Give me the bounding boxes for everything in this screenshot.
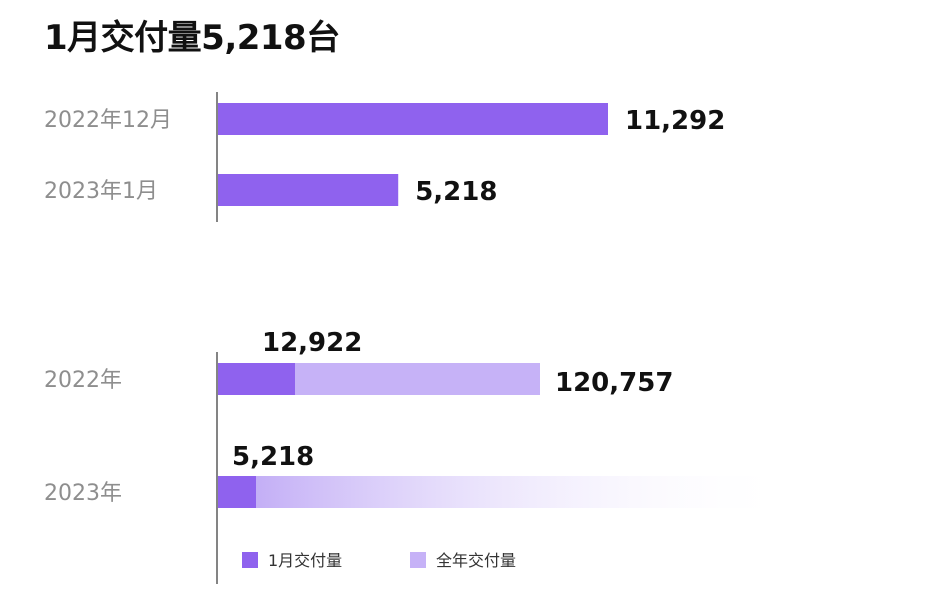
- legend-label-monthly: 1月交付量: [268, 551, 342, 570]
- bar-monthly-2022: [218, 363, 295, 395]
- legend-label-annual: 全年交付量: [436, 551, 516, 570]
- value-label-monthly-2022: 12,922: [262, 328, 362, 358]
- category-label: 2022年: [44, 368, 122, 393]
- value-label: 5,218: [415, 177, 497, 207]
- legend-swatch-monthly: [242, 552, 258, 568]
- category-label: 2023年1月: [44, 179, 158, 204]
- bar-monthly-1: [218, 174, 399, 206]
- value-label-annual-2022: 120,757: [555, 368, 673, 398]
- category-label: 2023年: [44, 481, 122, 506]
- bar-progress-2023: [218, 476, 793, 508]
- category-label: 2022年12月: [44, 108, 172, 133]
- legend-swatch-annual: [410, 552, 426, 568]
- value-label-monthly-2023: 5,218: [232, 442, 314, 472]
- page-title: 1月交付量5,218台: [44, 18, 340, 58]
- bar-monthly-0: [218, 103, 608, 135]
- value-label: 11,292: [625, 106, 725, 136]
- bar-monthly-2023: [218, 476, 256, 508]
